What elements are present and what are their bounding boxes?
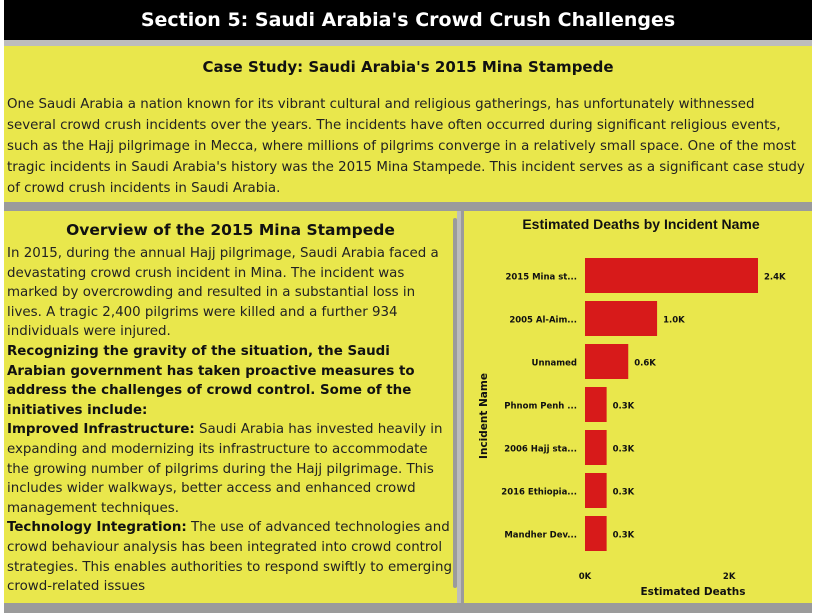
overview-panel: Overview of the 2015 Mina Stampede In 20… (4, 211, 457, 603)
y-axis-label: Incident Name (478, 373, 490, 459)
category-label: Unnamed (532, 359, 577, 369)
category-label: 2005 Al-Aim... (509, 316, 577, 326)
bar (585, 430, 607, 465)
overview-bold-statement: Recognizing the gravity of the situation… (7, 343, 415, 418)
x-tick-label: 2K (723, 572, 736, 582)
overview-scrollbar-thumb[interactable] (453, 218, 457, 588)
case-study-panel: Case Study: Saudi Arabia's 2015 Mina Sta… (4, 46, 812, 202)
data-label: 0.3K (613, 445, 635, 455)
initiative-1-text: Saudi Arabia has invested heavily in exp… (7, 422, 443, 516)
data-label: 2.4K (764, 273, 786, 283)
separator (4, 40, 812, 46)
separator (4, 202, 812, 211)
data-label: 0.3K (613, 531, 635, 541)
section-title: Section 5: Saudi Arabia's Crowd Crush Ch… (140, 9, 676, 31)
category-label: 2016 Ethiopia... (501, 488, 577, 498)
category-label: Phnom Penh ... (504, 402, 577, 412)
data-label: 0.3K (613, 402, 635, 412)
category-label: 2006 Hajj sta... (504, 445, 577, 455)
bar (585, 344, 629, 379)
bar (585, 258, 758, 293)
overview-body: In 2015, during the annual Hajj pilgrima… (7, 244, 453, 597)
data-label: 0.6K (634, 359, 656, 369)
initiative-2-text: The use of advanced technologies and cro… (7, 520, 452, 595)
overview-intro: In 2015, during the annual Hajj pilgrima… (7, 246, 439, 340)
category-label: Mandher Dev... (504, 531, 577, 541)
panel-divider (461, 211, 464, 603)
separator (4, 603, 812, 613)
chart-title: Estimated Deaths by Incident Name (522, 216, 760, 232)
panel-divider (457, 211, 461, 603)
initiative-2-label: Technology Integration: (7, 520, 187, 536)
deaths-bar-chart: Estimated Deaths by Incident Name Inciden… (478, 216, 786, 598)
bar (585, 516, 607, 551)
deaths-chart-panel: Estimated Deaths by Incident Name Inciden… (464, 211, 812, 603)
bar (585, 387, 607, 422)
bar (585, 473, 607, 508)
section-title-bar: Section 5: Saudi Arabia's Crowd Crush Ch… (4, 0, 812, 40)
case-study-body: One Saudi Arabia a nation known for its … (7, 97, 805, 196)
category-label: 2015 Mina st... (505, 273, 577, 283)
case-study-title: Case Study: Saudi Arabia's 2015 Mina Sta… (202, 58, 614, 76)
overview-title: Overview of the 2015 Mina Stampede (66, 221, 395, 239)
x-tick-label: 0K (579, 572, 592, 582)
initiative-1-label: Improved Infrastructure: (7, 422, 195, 438)
bar (585, 301, 658, 336)
data-label: 1.0K (663, 316, 685, 326)
x-axis-label: Estimated Deaths (640, 586, 745, 598)
data-label: 0.3K (613, 488, 635, 498)
